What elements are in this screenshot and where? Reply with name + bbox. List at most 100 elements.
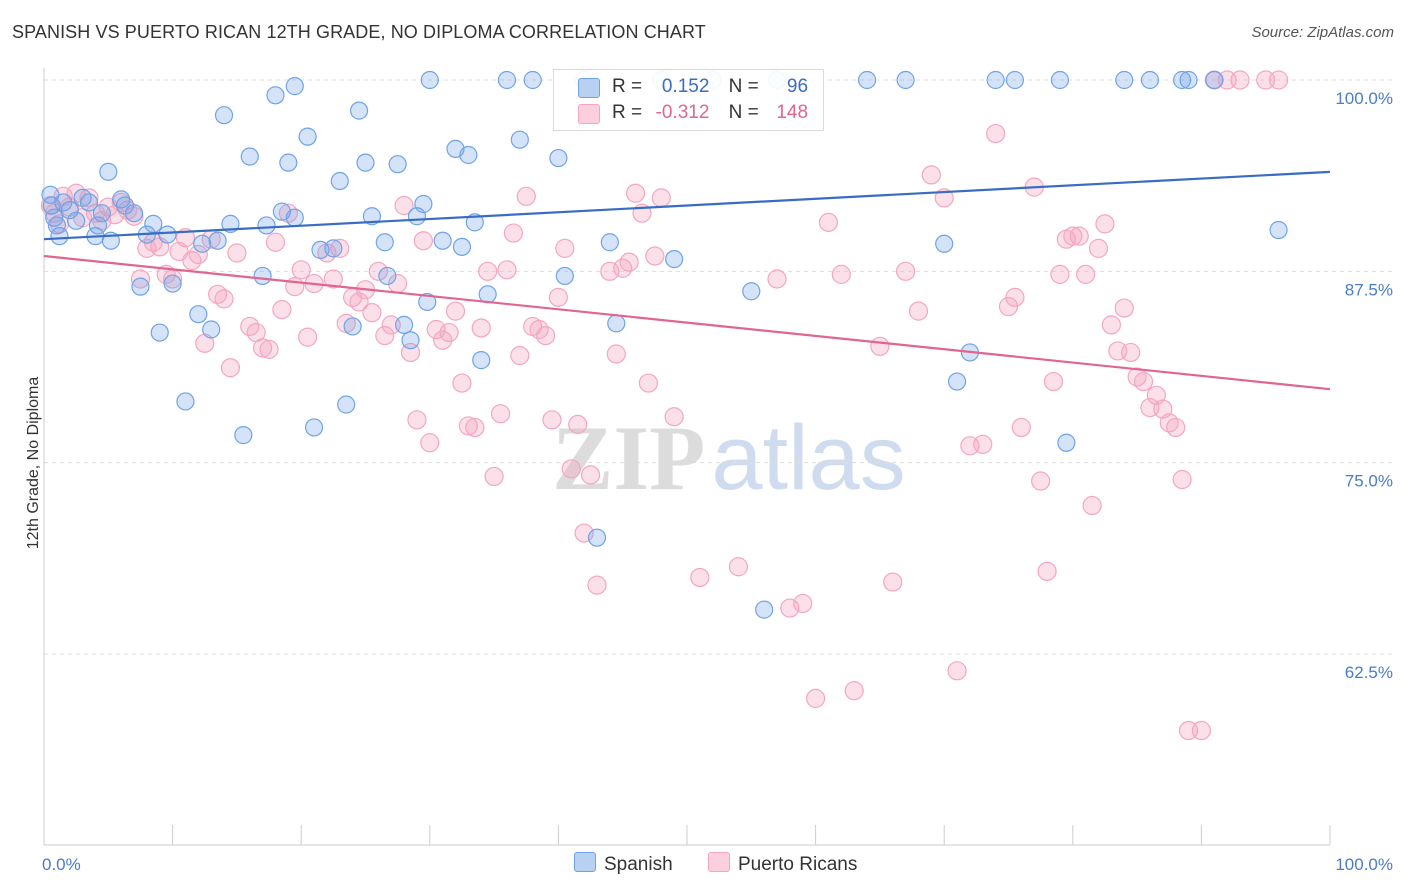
puerto-point-37	[278, 203, 298, 223]
puerto-point-76	[535, 326, 556, 346]
spanish-point-65	[497, 70, 517, 90]
spanish-point-63	[472, 351, 491, 370]
y-tick-label-1: 75.0%	[1345, 472, 1393, 491]
y-tick-label-0: 62.5%	[1345, 663, 1393, 682]
puerto-point-118	[1031, 471, 1051, 491]
puerto-point-142	[1191, 720, 1212, 741]
spanish-point-55	[414, 194, 433, 214]
puerto-point-100	[805, 688, 826, 708]
spanish-point-26	[202, 320, 221, 339]
series-legend-spanish: Spanish	[574, 852, 673, 876]
legend-puerto-n-value: 148	[776, 102, 809, 123]
legend-puerto-n-label: N =	[728, 102, 759, 123]
legend-swatch-puerto	[578, 104, 600, 124]
puerto-point-39	[291, 260, 311, 280]
puerto-point-140	[1172, 469, 1192, 490]
spanish-point-90	[1140, 70, 1160, 90]
puerto-point-98	[780, 598, 800, 618]
puerto-point-50	[368, 261, 388, 281]
puerto-point-40	[298, 327, 318, 347]
spanish-point-44	[337, 395, 356, 414]
puerto-point-102	[831, 264, 851, 284]
x-tick-label-0: 0.0%	[42, 855, 81, 874]
series-label-spanish: Spanish	[604, 854, 673, 875]
puerto-point-126	[1082, 495, 1102, 516]
spanish-point-66	[510, 130, 529, 149]
puerto-point-34	[259, 339, 279, 359]
puerto-point-83	[580, 465, 601, 485]
spanish-point-71	[587, 528, 607, 547]
puerto-point-116	[1011, 417, 1031, 438]
spanish-point-51	[388, 155, 407, 174]
puerto-point-88	[619, 252, 639, 272]
spanish-point-46	[349, 101, 369, 120]
spanish-point-50	[378, 266, 397, 286]
legend-spanish-r-value: 0.152	[661, 76, 710, 97]
spanish-point-73	[607, 314, 626, 333]
spanish-point-48	[362, 207, 382, 226]
legend-puerto-r-label: R =	[612, 102, 643, 123]
puerto-point-78	[548, 287, 569, 307]
axes	[43, 68, 1331, 846]
series-swatch-puerto	[708, 852, 730, 872]
spanish-point-24	[189, 305, 208, 324]
trend-lines	[43, 170, 1331, 391]
puerto-point-63	[452, 373, 472, 393]
puerto-point-113	[986, 123, 1006, 144]
puerto-point-96	[728, 557, 749, 577]
puerto-point-121	[1050, 264, 1070, 284]
spanish-point-7	[73, 188, 92, 207]
puerto-point-69	[490, 404, 511, 424]
spanish-point-40	[304, 418, 324, 437]
puerto-point-54	[394, 195, 414, 216]
spanish-point-58	[433, 231, 452, 250]
legend-spanish-n-label: N =	[728, 76, 759, 97]
puerto-point-57	[413, 231, 433, 251]
spanish-point-81	[896, 70, 915, 90]
spanish-point-8	[79, 193, 99, 212]
puerto-point-62	[445, 301, 466, 321]
puerto-point-101	[818, 212, 839, 232]
legend-swatch-spanish	[578, 78, 600, 98]
spanish-point-52	[394, 315, 414, 335]
spanish-point-31	[240, 147, 259, 166]
watermark-atlas: atlas	[711, 407, 906, 509]
series-label-puerto: Puerto Ricans	[738, 854, 858, 875]
spanish-point-67	[523, 70, 542, 90]
puerto-point-47	[349, 292, 369, 312]
spanish-point-82	[935, 234, 954, 253]
spanish-point-53	[401, 331, 420, 350]
spanish-point-69	[555, 266, 574, 286]
puerto-point-99	[793, 593, 813, 614]
y-tick-label-2: 87.5%	[1345, 280, 1393, 299]
legend-spanish-n-value: 96	[786, 76, 809, 97]
puerto-point-30	[227, 243, 247, 263]
spanish-point-93	[1205, 70, 1224, 90]
puerto-point-132	[1121, 342, 1141, 363]
puerto-point-145	[1230, 70, 1250, 90]
spanish-point-43	[330, 171, 349, 191]
puerto-point-108	[921, 165, 941, 185]
puerto-point-84	[587, 575, 607, 595]
puerto-point-115	[1005, 287, 1025, 307]
puerto-point-81	[568, 414, 588, 434]
spanish-point-89	[1115, 70, 1134, 90]
spanish-trend-line	[43, 170, 1331, 241]
spanish-point-80	[857, 70, 877, 90]
puerto-point-22	[175, 228, 196, 248]
puerto-point-64	[458, 416, 478, 436]
puerto-point-24	[188, 244, 208, 265]
puerto-point-77	[542, 410, 562, 430]
puerto-point-49	[362, 303, 382, 323]
puerto-point-66	[471, 318, 491, 338]
spanish-point-86	[1005, 70, 1025, 90]
chart-title: SPANISH VS PUERTO RICAN 12TH GRADE, NO D…	[12, 22, 706, 42]
puerto-point-70	[497, 260, 517, 280]
spanish-point-12	[99, 162, 118, 181]
grid-lines	[44, 79, 1395, 655]
spanish-point-28	[214, 106, 234, 125]
series-swatch-spanish	[574, 852, 596, 872]
puerto-point-125	[1076, 264, 1096, 284]
puerto-point-60	[433, 330, 453, 350]
